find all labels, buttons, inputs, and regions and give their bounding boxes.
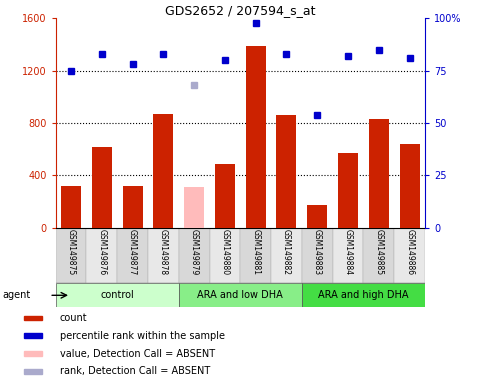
Bar: [24, 351, 42, 356]
Bar: [246, 46, 266, 228]
Bar: [24, 316, 42, 320]
Text: GSM149879: GSM149879: [190, 229, 199, 276]
Bar: [394, 228, 425, 283]
Bar: [184, 187, 204, 228]
Bar: [271, 228, 302, 283]
Bar: [369, 119, 389, 228]
Text: control: control: [100, 290, 134, 300]
Bar: [302, 228, 333, 283]
Bar: [24, 369, 42, 374]
Bar: [56, 228, 86, 283]
Text: GSM149883: GSM149883: [313, 229, 322, 275]
Text: rank, Detection Call = ABSENT: rank, Detection Call = ABSENT: [60, 366, 210, 376]
Bar: [240, 228, 271, 283]
Bar: [364, 228, 394, 283]
Bar: [86, 228, 117, 283]
Bar: [302, 283, 425, 307]
Bar: [276, 115, 297, 228]
Bar: [148, 228, 179, 283]
Bar: [179, 228, 210, 283]
Text: GSM149886: GSM149886: [405, 229, 414, 275]
Bar: [307, 205, 327, 228]
Text: ARA and low DHA: ARA and low DHA: [198, 290, 283, 300]
Bar: [333, 228, 364, 283]
Text: GSM149877: GSM149877: [128, 229, 137, 276]
Text: GSM149876: GSM149876: [97, 229, 106, 276]
Text: GSM149884: GSM149884: [343, 229, 353, 275]
Bar: [56, 283, 179, 307]
Text: GSM149875: GSM149875: [67, 229, 75, 276]
Bar: [24, 333, 42, 338]
Text: value, Detection Call = ABSENT: value, Detection Call = ABSENT: [60, 349, 215, 359]
Text: GSM149881: GSM149881: [251, 229, 260, 275]
Text: GSM149882: GSM149882: [282, 229, 291, 275]
Text: GSM149878: GSM149878: [159, 229, 168, 275]
Bar: [117, 228, 148, 283]
Title: GDS2652 / 207594_s_at: GDS2652 / 207594_s_at: [165, 4, 315, 17]
Bar: [92, 147, 112, 228]
Text: count: count: [60, 313, 87, 323]
Bar: [123, 186, 142, 228]
Text: agent: agent: [2, 290, 30, 300]
Bar: [179, 283, 302, 307]
Bar: [215, 164, 235, 228]
Text: ARA and high DHA: ARA and high DHA: [318, 290, 409, 300]
Text: GSM149880: GSM149880: [220, 229, 229, 275]
Text: GSM149885: GSM149885: [374, 229, 384, 275]
Bar: [338, 153, 358, 228]
Bar: [153, 114, 173, 228]
Bar: [61, 186, 81, 228]
Text: percentile rank within the sample: percentile rank within the sample: [60, 331, 225, 341]
Bar: [210, 228, 240, 283]
Bar: [399, 144, 420, 228]
